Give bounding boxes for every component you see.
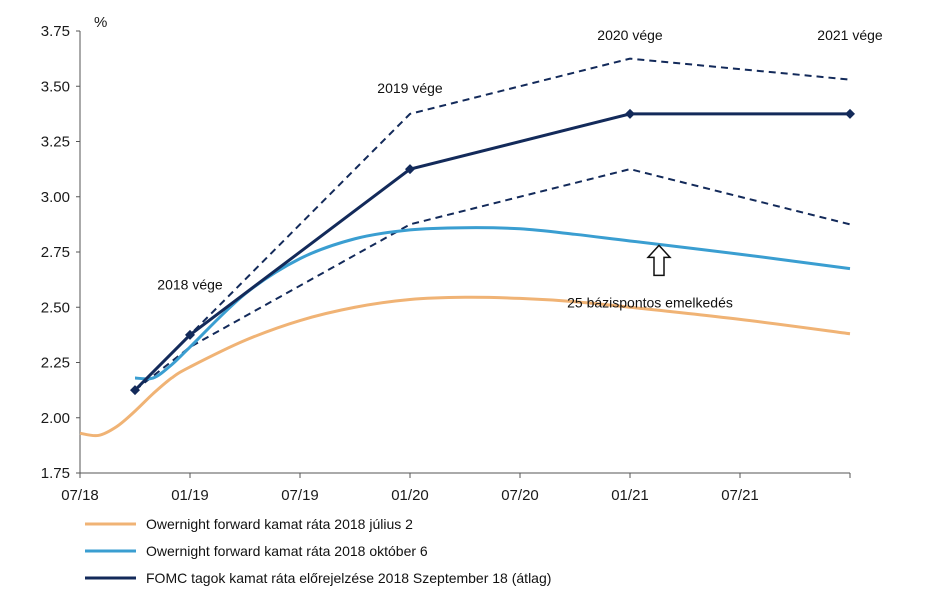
legend-label: FOMC tagok kamat ráta előrejelzése 2018 … [146,570,551,586]
series-4 [134,168,851,391]
series-layer [79,57,855,438]
legend-label: Owernight forward kamat ráta 2018 július… [146,516,413,532]
annotation-label: 2019 vége [377,80,443,96]
series-0 [79,295,851,438]
series-line [133,112,850,392]
series-1 [134,226,851,381]
y-tick-label: 2.00 [41,410,70,427]
y-tick-label: 3.25 [41,134,70,151]
diamond-marker [405,164,415,175]
y-tick-label: 2.25 [41,355,70,372]
y-tick-label: 3.50 [41,78,70,95]
series-2 [130,108,855,396]
y-axis: 1.75 2.00 2.25 2.50 2.75 3.00 3.25 3.50 3.75 [41,23,81,482]
annotation-label: 2020 vége [597,27,663,43]
x-tick-label: 01/20 [391,487,429,504]
x-axis: 07/18 01/19 07/19 01/20 07/20 01/21 07/21 [61,472,851,504]
arrow-shape [646,244,672,277]
y-tick-label: 2.50 [41,299,70,316]
x-tick-label: 07/19 [281,487,319,504]
y-tick-label: 2.75 [41,244,70,261]
y-tick-label: 1.75 [41,465,70,482]
legend-label: Owernight forward kamat ráta 2018 októbe… [146,543,428,559]
y-tick-label: 3.75 [41,23,70,40]
diamond-marker [185,329,195,340]
x-tick-label: 07/18 [61,487,99,504]
x-tick-label: 07/21 [721,487,759,504]
annotation-label: 2018 vége [157,277,223,293]
y-axis-label: % [94,14,107,31]
annotation-layer: 2018 vége 2019 vége 2020 vége 2021 vége 25 b… [157,27,883,310]
up-arrow-icon [646,244,672,277]
x-tick-label: 07/20 [501,487,539,504]
diamond-marker [625,108,635,119]
x-tick-label: 01/19 [171,487,209,504]
diamond-marker [130,385,140,396]
annotation-label: 25 bázispontos emelkedés [567,294,733,310]
legend: Owernight forward kamat ráta 2018 július… [85,516,551,586]
x-tick-label: 01/21 [611,487,649,504]
series-line-dashed [134,168,851,391]
diamond-marker [845,108,855,119]
y-tick-label: 3.00 [41,189,70,206]
series-line [134,226,851,381]
series-line [79,295,851,438]
annotation-label: 2021 vége [817,27,883,43]
